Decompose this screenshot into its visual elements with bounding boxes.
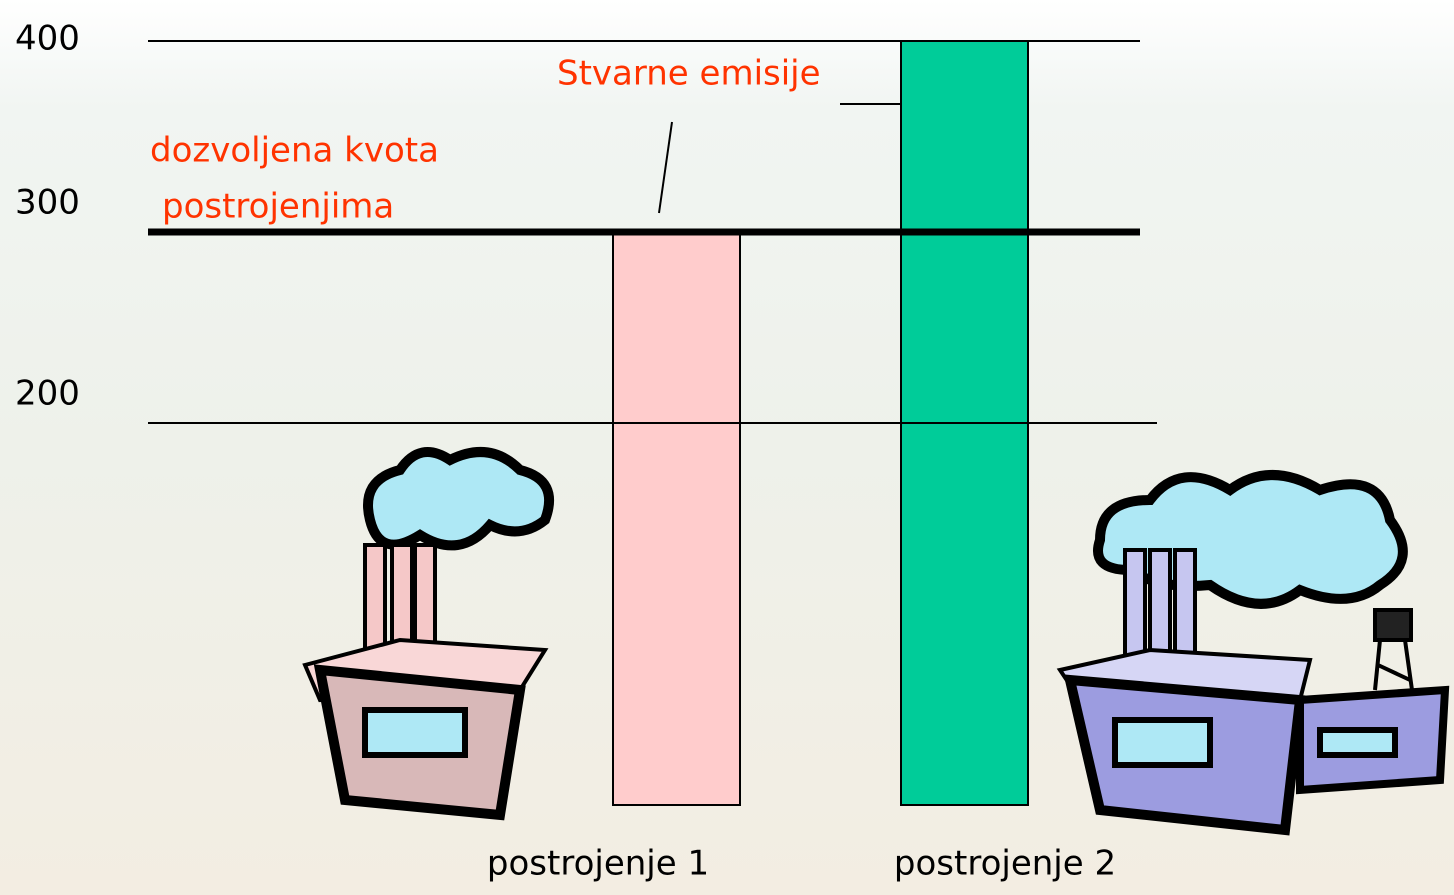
chart: Stvarne emisije dozvoljena kvota postroj… [0, 0, 1454, 895]
bar [613, 232, 740, 805]
x-tick-label: postrojenje 2 [894, 844, 1116, 884]
quota-label: dozvoljena kvota [150, 131, 439, 171]
x-tick-label: postrojenje 1 [487, 844, 709, 884]
y-tick-label: 400 [15, 19, 80, 59]
y-tick-label: 300 [15, 183, 80, 223]
quota-label: postrojenjima [162, 187, 394, 227]
annotation: Stvarne emisije [557, 54, 821, 94]
y-tick-label: 200 [15, 374, 80, 414]
